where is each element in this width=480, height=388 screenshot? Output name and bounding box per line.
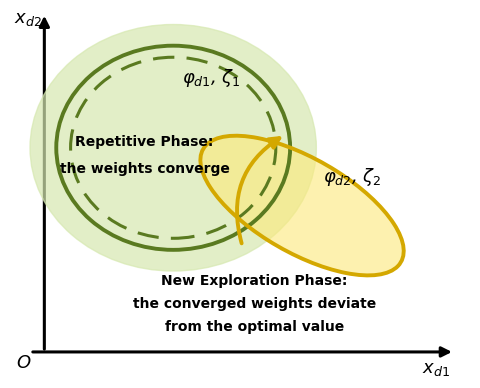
Text: Repetitive Phase:: Repetitive Phase: xyxy=(75,135,214,149)
Ellipse shape xyxy=(30,24,316,271)
Text: from the optimal value: from the optimal value xyxy=(165,320,344,334)
Text: $O$: $O$ xyxy=(16,355,32,372)
Text: $x_{d1}$: $x_{d1}$ xyxy=(421,360,450,378)
Text: $x_{d2}$: $x_{d2}$ xyxy=(14,10,42,28)
Text: the converged weights deviate: the converged weights deviate xyxy=(132,297,376,311)
Ellipse shape xyxy=(200,136,404,275)
Text: $\varphi_{d1}$, $\zeta_1$: $\varphi_{d1}$, $\zeta_1$ xyxy=(182,68,240,89)
Text: the weights converge: the weights converge xyxy=(60,162,229,176)
Text: New Exploration Phase:: New Exploration Phase: xyxy=(161,274,348,288)
Text: $\varphi_{d2}$, $\zeta_2$: $\varphi_{d2}$, $\zeta_2$ xyxy=(323,166,381,188)
